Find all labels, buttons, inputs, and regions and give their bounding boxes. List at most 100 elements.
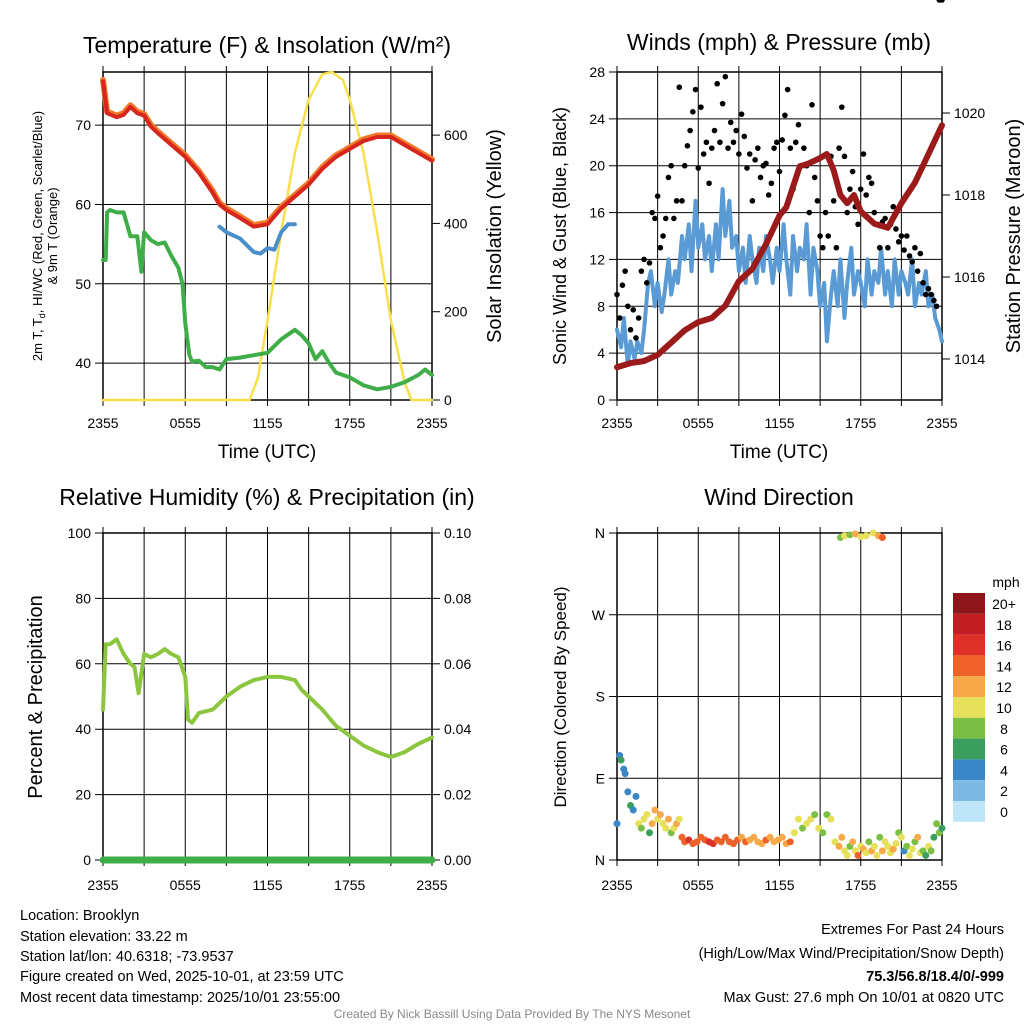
direction-point — [865, 838, 873, 846]
y-tick-label: 20 — [589, 158, 605, 174]
gust-point — [906, 253, 913, 259]
series-station-pressure — [614, 122, 945, 371]
x-tick-label: 0555 — [170, 415, 201, 431]
right-y-tick-label: 0.08 — [444, 590, 471, 606]
x-tick-label: 0555 — [170, 877, 201, 893]
direction-point — [857, 533, 865, 541]
direction-point — [849, 838, 857, 846]
legend-label: 10 — [996, 700, 1012, 716]
direction-point — [815, 824, 823, 832]
gust-point — [752, 157, 758, 163]
credit-line: Created By Nick Bassill Using Data Provi… — [334, 1007, 691, 1021]
gust-point — [811, 174, 818, 181]
gust-point — [784, 86, 791, 93]
gust-point — [925, 285, 932, 292]
gust-point — [809, 102, 815, 108]
y-tick-label: 24 — [589, 111, 605, 127]
gust-point — [882, 215, 888, 222]
y-tick-label: 40 — [75, 721, 91, 737]
direction-point — [807, 815, 815, 823]
direction-point — [629, 806, 637, 814]
direction-point — [632, 792, 640, 800]
wind-y-axis-label: Sonic Wind & Gust (Blue, Black) — [550, 107, 570, 365]
direction-point — [884, 842, 892, 850]
right-y-tick-label: 0 — [444, 392, 452, 408]
gust-point — [806, 209, 813, 216]
direction-point — [799, 824, 807, 832]
direction-point — [613, 820, 621, 828]
legend-label: 2 — [1000, 783, 1008, 799]
direction-point — [794, 815, 802, 823]
gust-point — [765, 192, 772, 198]
gust-point — [662, 215, 669, 222]
legend-swatch — [953, 593, 985, 614]
gust-point — [730, 139, 737, 146]
right-y-tick-label: 600 — [444, 127, 468, 143]
gust-point — [801, 145, 807, 151]
x-tick-label: 0555 — [683, 877, 714, 893]
plot-frame — [102, 71, 433, 401]
gust-point — [703, 139, 710, 146]
gust-point — [849, 168, 856, 175]
gust-point — [847, 186, 853, 192]
gust-point — [679, 198, 685, 204]
gust-point — [643, 280, 650, 286]
gust-point — [692, 86, 699, 93]
gust-point — [687, 127, 693, 134]
legend-swatch — [953, 613, 985, 635]
x-tick-label: 2355 — [601, 415, 632, 431]
gust-point — [725, 145, 731, 151]
gust-point — [782, 112, 788, 119]
x-tick-label: 2355 — [416, 415, 447, 431]
gust-point — [676, 84, 683, 91]
right-y-tick-label: 0.00 — [444, 852, 471, 868]
direction-point — [897, 833, 905, 841]
legend-swatch — [953, 717, 985, 739]
legend-title: mph — [992, 574, 1019, 590]
gust-point — [757, 174, 764, 181]
gust-point — [763, 160, 769, 167]
gust-point — [749, 198, 756, 204]
gust-point — [706, 180, 712, 187]
direction-point — [831, 838, 839, 846]
x-tick-label: 2355 — [926, 877, 957, 893]
footer-created: Figure created on Wed, 2025-10-01, at 23… — [20, 969, 344, 985]
x-tick-label: 1155 — [764, 877, 794, 893]
winds-x-axis-label: Time (UTC) — [730, 442, 829, 463]
direction-point — [906, 851, 913, 859]
gust-point — [857, 186, 864, 192]
gust-point — [912, 244, 918, 251]
legend-swatch — [953, 697, 985, 718]
gust-point — [771, 145, 777, 151]
gust-point — [901, 247, 907, 253]
gust-point — [619, 282, 626, 289]
x-tick-label: 2355 — [601, 877, 632, 893]
legend-swatch — [953, 655, 985, 677]
legend-swatch — [953, 676, 985, 697]
direction-point — [656, 811, 664, 819]
gust-point — [649, 209, 656, 216]
gust-point — [895, 239, 902, 245]
gust-point — [931, 297, 937, 304]
gust-point — [876, 244, 883, 251]
panel-2-axes: 0 20 40 60 80 100 0.00 0.02 0.04 0.06 0.08 0.10 2355… — [68, 525, 472, 893]
direction-point — [933, 820, 941, 828]
direction-point — [851, 530, 859, 538]
y-tick-label: 0 — [597, 392, 605, 408]
legend-label: 0 — [1000, 804, 1008, 820]
gust-point — [630, 307, 637, 313]
gust-point — [654, 193, 661, 199]
y-tick-label: 60 — [75, 196, 91, 212]
x-tick-label: 0555 — [683, 415, 714, 431]
direction-point — [827, 815, 835, 823]
gust-point — [638, 268, 645, 274]
series-2m-temperature — [101, 79, 434, 229]
direction-point — [778, 833, 786, 841]
right-y-tick-label: 0.10 — [444, 525, 471, 541]
gust-point — [741, 133, 748, 140]
direction-point — [643, 811, 651, 819]
x-tick-label: 1755 — [334, 877, 365, 893]
gust-point — [657, 244, 664, 251]
gust-point — [768, 180, 775, 187]
gust-point — [773, 139, 780, 146]
